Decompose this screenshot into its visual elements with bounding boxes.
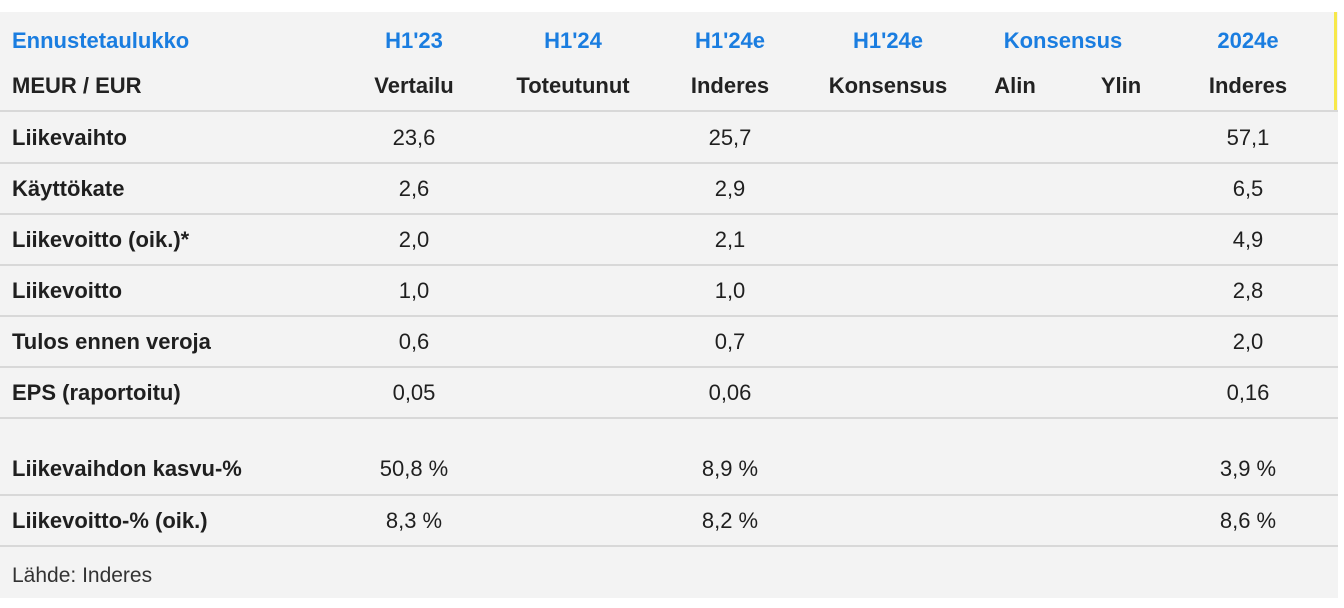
row-value: 0,6 [398, 328, 430, 354]
row-value: 2,9 [714, 175, 746, 201]
col-h124-top: H1'24 [544, 28, 602, 53]
row-value: 57,1 [1226, 124, 1270, 150]
row-value: 0,05 [392, 379, 436, 405]
divider [0, 417, 1338, 419]
row-value: 8,3 % [385, 507, 443, 533]
divider [0, 213, 1338, 215]
row-value: 2,8 [1232, 277, 1264, 303]
row-value: 25,7 [708, 124, 752, 150]
divider [0, 162, 1338, 164]
table-row: Liikevoitto (oik.)* 2,0 2,1 4,9 [0, 215, 1338, 264]
row-label: Tulos ennen veroja [12, 328, 211, 354]
col-konsensus: Konsensus [828, 73, 948, 98]
row-label: Liikevaihto [12, 124, 127, 150]
table-row: Käyttökate 2,6 2,9 6,5 [0, 164, 1338, 213]
row-value: 2,1 [714, 226, 746, 252]
col-vertailu: Vertailu [374, 73, 454, 98]
table-row: Liikevoitto-% (oik.) 8,3 % 8,2 % 8,6 % [0, 496, 1338, 545]
row-value: 2,6 [398, 175, 430, 201]
col-2024e-inderes: Inderes [1208, 73, 1288, 98]
row-label: Liikevoitto-% (oik.) [12, 507, 208, 533]
row-value: 2,0 [1232, 328, 1264, 354]
row-label: Liikevoitto (oik.)* [12, 226, 190, 252]
row-value: 50,8 % [379, 456, 449, 481]
row-value: 0,7 [714, 328, 746, 354]
row-value: 8,2 % [701, 507, 759, 533]
row-value: 6,5 [1232, 175, 1264, 201]
row-value: 8,6 % [1219, 507, 1277, 533]
accent-edge [1334, 12, 1337, 110]
header-row-bottom: MEUR / EUR Vertailu Toteutunut Inderes K… [0, 64, 1338, 108]
col-2024e-top: 2024e [1217, 28, 1279, 53]
divider [0, 264, 1338, 266]
table-row: Liikevoitto 1,0 1,0 2,8 [0, 266, 1338, 315]
divider [0, 315, 1338, 317]
row-value: 8,9 % [701, 456, 759, 481]
row-label: Liikevoitto [12, 277, 123, 303]
col-h124e-inderes-top: H1'24e [694, 28, 766, 53]
row-label: Käyttökate [12, 175, 125, 201]
col-ylin: Ylin [1100, 73, 1142, 98]
divider [0, 366, 1338, 368]
col-alin: Alin [994, 73, 1036, 98]
col-h124e-konsensus-top: H1'24e [852, 28, 924, 53]
row-value: 1,0 [398, 277, 430, 303]
col-inderes: Inderes [690, 73, 770, 98]
col-konsensus-range-top: Konsensus [1003, 28, 1123, 53]
table-row: Liikevaihto 23,6 25,7 57,1 [0, 113, 1338, 162]
header-row-top: Ennustetaulukko H1'23 H1'24 H1'24e H1'24… [0, 20, 1338, 62]
row-label: EPS (raportoitu) [12, 379, 181, 405]
divider [0, 545, 1338, 547]
row-value: 0,16 [1226, 379, 1270, 405]
unit-label: MEUR / EUR [12, 73, 142, 98]
divider [0, 494, 1338, 496]
table-row: Liikevaihdon kasvu-% 50,8 % 8,9 % 3,9 % [0, 444, 1338, 494]
col-h123-top: H1'23 [385, 28, 443, 53]
table-row: Tulos ennen veroja 0,6 0,7 2,0 [0, 317, 1338, 366]
row-value: 1,0 [714, 277, 746, 303]
row-value: 23,6 [392, 124, 436, 150]
row-value: 2,0 [398, 226, 430, 252]
forecast-table: Ennustetaulukko H1'23 H1'24 H1'24e H1'24… [0, 12, 1338, 598]
table-row: EPS (raportoitu) 0,05 0,06 0,16 [0, 368, 1338, 417]
row-value: 4,9 [1232, 226, 1264, 252]
row-label: Liikevaihdon kasvu-% [12, 456, 242, 481]
row-value: 3,9 % [1219, 456, 1277, 481]
row-value: 0,06 [708, 379, 752, 405]
table-title: Ennustetaulukko [12, 28, 190, 53]
source-note: Lähde: Inderes [12, 564, 153, 587]
col-toteutunut: Toteutunut [516, 73, 630, 98]
divider [0, 110, 1338, 112]
